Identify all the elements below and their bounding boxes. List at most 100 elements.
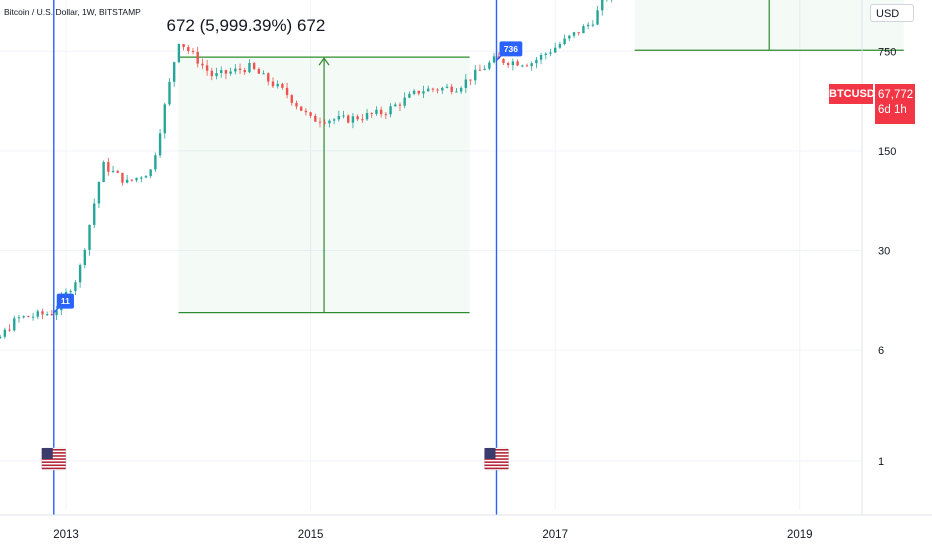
candle-body — [586, 24, 590, 27]
x-tick-label: 2017 — [542, 529, 568, 541]
candle-body — [135, 177, 138, 181]
candle-body — [384, 114, 388, 116]
candle-body — [558, 44, 562, 48]
candle-body — [314, 115, 317, 122]
candle-body — [17, 317, 21, 319]
candle-body — [408, 93, 411, 98]
y-tick-label: 6 — [878, 345, 884, 357]
candle-body — [365, 113, 369, 120]
candle-body — [361, 119, 364, 121]
candle-body — [215, 72, 218, 77]
candle-body — [394, 104, 397, 107]
candle-body — [375, 109, 378, 114]
candle-body — [464, 79, 468, 88]
currency-button[interactable]: USD — [870, 4, 914, 22]
candle-body — [417, 90, 420, 94]
countdown: 6d 1h — [878, 104, 907, 116]
candle-body — [521, 65, 524, 67]
flag-stripe — [41, 449, 66, 451]
candle-body — [149, 169, 152, 177]
last-price-box: 67,772 6d 1h — [875, 84, 915, 124]
candle-body — [191, 50, 195, 52]
halving-pin[interactable]: 11 — [53, 293, 74, 314]
candle-body — [88, 224, 91, 250]
halving-pin[interactable]: 736 — [496, 41, 523, 61]
x-tick-label: 2019 — [787, 529, 813, 541]
candle-body — [154, 155, 157, 170]
candle-body — [370, 113, 373, 115]
candle-body — [582, 26, 585, 34]
candle-body — [130, 179, 134, 181]
flag-stripe — [41, 464, 66, 467]
candle-body — [93, 203, 96, 225]
candle-body — [422, 91, 425, 94]
pin-box — [499, 41, 523, 57]
symbol-tag: BTCUSD — [829, 84, 875, 104]
candle-body — [445, 86, 449, 88]
x-tick-label: 2015 — [298, 529, 324, 541]
chart-title: Bitcoin / U.S. Dollar, 1W, BITSTAMP — [4, 7, 141, 17]
candle-body — [27, 316, 30, 318]
candle-body — [412, 90, 416, 94]
flag-stripe — [41, 458, 66, 460]
candle-body — [502, 58, 505, 64]
candle-body — [140, 177, 143, 179]
candle-body — [168, 81, 171, 105]
candle-body — [116, 170, 119, 173]
candle-body — [111, 170, 115, 172]
candle-body — [172, 62, 176, 82]
candle-body — [238, 68, 242, 71]
candle-body — [525, 65, 529, 67]
candle-body — [323, 122, 326, 124]
candle-body — [83, 249, 87, 266]
candle-body — [276, 83, 279, 87]
candle-body — [267, 73, 270, 82]
candle-body — [210, 70, 214, 77]
candle-body — [511, 61, 515, 66]
candle-body — [483, 68, 486, 70]
candle-body — [347, 115, 350, 123]
candle-body — [450, 86, 453, 92]
candle-body — [262, 73, 265, 75]
candle-body — [220, 70, 223, 73]
candle-body — [596, 10, 599, 25]
candle-body — [8, 329, 11, 331]
candle-body — [309, 112, 312, 116]
candle-body — [55, 310, 58, 316]
candle-body — [478, 69, 482, 71]
us-flag-icon[interactable] — [484, 447, 509, 471]
candle-body — [459, 87, 463, 92]
candle-body — [379, 109, 383, 115]
flag-icons — [41, 447, 509, 471]
candle-body — [431, 88, 435, 90]
flag-stripe — [484, 467, 509, 470]
candle-body — [328, 120, 331, 124]
candle-body — [41, 311, 44, 315]
flag-stripe — [484, 464, 509, 467]
candle-body — [549, 52, 552, 54]
candle-body — [271, 81, 275, 87]
candle-body — [474, 69, 477, 81]
candle-body — [78, 265, 82, 283]
candle-body — [177, 43, 181, 63]
candle-body — [544, 53, 547, 55]
flag-canton — [41, 448, 53, 459]
candle-body — [351, 116, 355, 123]
candle-body — [436, 89, 439, 91]
x-tick-label: 2013 — [53, 529, 79, 541]
y-tick-label: 30 — [878, 246, 890, 258]
us-flag-icon[interactable] — [41, 447, 67, 471]
candle-body — [196, 51, 199, 64]
candle-body — [577, 32, 580, 34]
flag-stripe — [41, 452, 66, 454]
candle-body — [97, 182, 101, 204]
candle-body — [299, 106, 303, 111]
candle-body — [304, 110, 308, 113]
candle-body — [205, 65, 209, 71]
halving-lines — [53, 0, 498, 515]
candle-body — [31, 316, 35, 318]
last-price: 67,772 — [878, 89, 914, 101]
pin-stem — [496, 54, 502, 61]
candle-body — [398, 104, 402, 106]
